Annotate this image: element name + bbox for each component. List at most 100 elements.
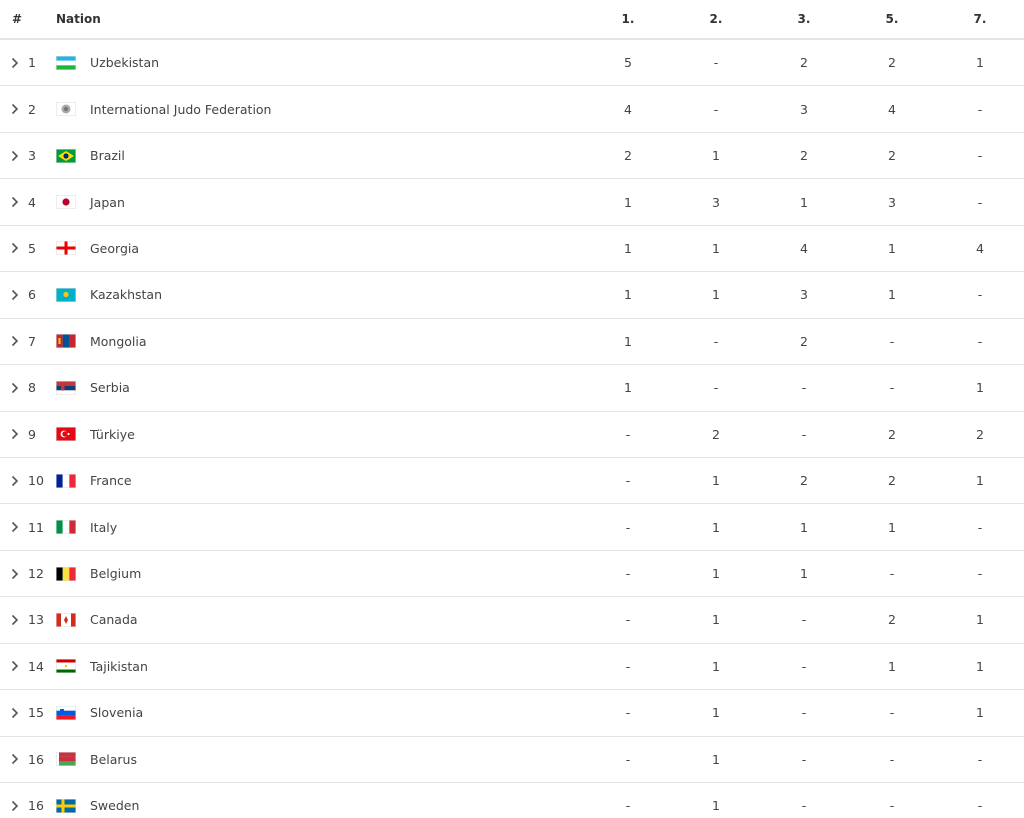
flag-icon: [56, 55, 76, 73]
place-count: -: [625, 566, 631, 582]
header-nation: Nation: [56, 12, 101, 26]
flag: [56, 752, 76, 767]
place-count: 1: [712, 519, 720, 535]
chevron-icon[interactable]: [10, 335, 20, 347]
flag-icon: [56, 752, 76, 769]
flag: [56, 55, 76, 70]
header-place: 1.: [621, 12, 635, 26]
place-count: -: [977, 751, 983, 767]
chevron-icon[interactable]: [10, 614, 20, 626]
place-count: -: [977, 519, 983, 535]
nation-name: Türkiye: [90, 426, 135, 442]
place-count: 1: [624, 240, 632, 256]
table-row: 1 Uzbekistan 5 - 2 2 1: [0, 40, 1024, 87]
table-row: 8 Serbia 1 - - - 1: [0, 365, 1024, 412]
flag: [56, 287, 76, 302]
place-count: 1: [712, 612, 720, 628]
header-place: 3.: [797, 12, 811, 26]
nation-name: Tajikistan: [90, 658, 148, 674]
place-count: 2: [800, 148, 808, 164]
expand-chevron[interactable]: [10, 475, 20, 490]
place-count: 3: [712, 194, 720, 210]
chevron-icon[interactable]: [10, 428, 20, 440]
place-count: -: [977, 287, 983, 303]
place-count: -: [801, 612, 807, 628]
expand-chevron[interactable]: [10, 428, 20, 443]
rank: 7: [28, 333, 36, 349]
flag: [56, 798, 76, 813]
place-count: -: [625, 426, 631, 442]
expand-chevron[interactable]: [10, 521, 20, 536]
expand-chevron[interactable]: [10, 707, 20, 722]
chevron-icon[interactable]: [10, 707, 20, 719]
chevron-icon[interactable]: [10, 475, 20, 487]
expand-chevron[interactable]: [10, 568, 20, 583]
expand-chevron[interactable]: [10, 57, 20, 72]
expand-chevron[interactable]: [10, 289, 20, 304]
rank: 5: [28, 240, 36, 256]
place-count: -: [801, 798, 807, 814]
chevron-icon[interactable]: [10, 150, 20, 162]
chevron-icon[interactable]: [10, 568, 20, 580]
rank: 6: [28, 287, 36, 303]
table-row: 10 France - 1 2 2 1: [0, 458, 1024, 505]
place-count: 1: [624, 333, 632, 349]
place-count: 1: [712, 658, 720, 674]
chevron-icon[interactable]: [10, 242, 20, 254]
place-count: 1: [800, 566, 808, 582]
table-row: 14 Tajikistan - 1 - 1 1: [0, 644, 1024, 691]
expand-chevron[interactable]: [10, 196, 20, 211]
flag-icon: [56, 287, 76, 305]
rank: 15: [28, 705, 44, 721]
expand-chevron[interactable]: [10, 800, 20, 815]
place-count: -: [625, 612, 631, 628]
rank: 9: [28, 426, 36, 442]
chevron-icon[interactable]: [10, 57, 20, 69]
chevron-icon[interactable]: [10, 103, 20, 115]
place-count: -: [889, 751, 895, 767]
place-count: 1: [712, 473, 720, 489]
chevron-icon[interactable]: [10, 196, 20, 208]
expand-chevron[interactable]: [10, 150, 20, 165]
chevron-icon[interactable]: [10, 382, 20, 394]
chevron-icon[interactable]: [10, 800, 20, 812]
rank: 14: [28, 658, 44, 674]
expand-chevron[interactable]: [10, 660, 20, 675]
place-count: 1: [712, 287, 720, 303]
place-count: 1: [976, 473, 984, 489]
table-row: 9 Türkiye - 2 - 2 2: [0, 412, 1024, 458]
expand-chevron[interactable]: [10, 242, 20, 257]
nation-name: Kazakhstan: [90, 287, 163, 303]
expand-chevron[interactable]: [10, 753, 20, 768]
chevron-icon[interactable]: [10, 753, 20, 765]
nation-name: Georgia: [90, 240, 140, 256]
chevron-icon[interactable]: [10, 660, 20, 672]
expand-chevron[interactable]: [10, 335, 20, 350]
expand-chevron[interactable]: [10, 103, 20, 118]
flag: [56, 473, 77, 488]
place-count: 1: [712, 148, 720, 164]
header-place: 5.: [885, 12, 899, 26]
rank: 1: [28, 55, 36, 71]
chevron-icon[interactable]: [10, 521, 20, 533]
table-row: 13 Canada - 1 - 2 1: [0, 597, 1024, 644]
expand-chevron[interactable]: [10, 382, 20, 397]
place-count: 2: [712, 426, 720, 442]
table-row: 16 Belarus - 1 - - -: [0, 737, 1024, 784]
flag: [56, 102, 76, 117]
table-row: 6 Kazakhstan 1 1 3 1 -: [0, 272, 1024, 319]
place-count: 1: [888, 519, 896, 535]
nation-name: Italy: [90, 519, 118, 535]
place-count: 1: [712, 798, 720, 814]
place-count: -: [625, 751, 631, 767]
place-count: -: [801, 705, 807, 721]
expand-chevron[interactable]: [10, 614, 20, 629]
place-count: -: [713, 380, 719, 396]
table-row: 3 Brazil 2 1 2 2 -: [0, 133, 1024, 180]
place-count: -: [625, 658, 631, 674]
place-count: -: [713, 101, 719, 117]
nation-name: France: [90, 473, 132, 489]
chevron-icon[interactable]: [10, 289, 20, 301]
rank: 16: [28, 798, 44, 814]
